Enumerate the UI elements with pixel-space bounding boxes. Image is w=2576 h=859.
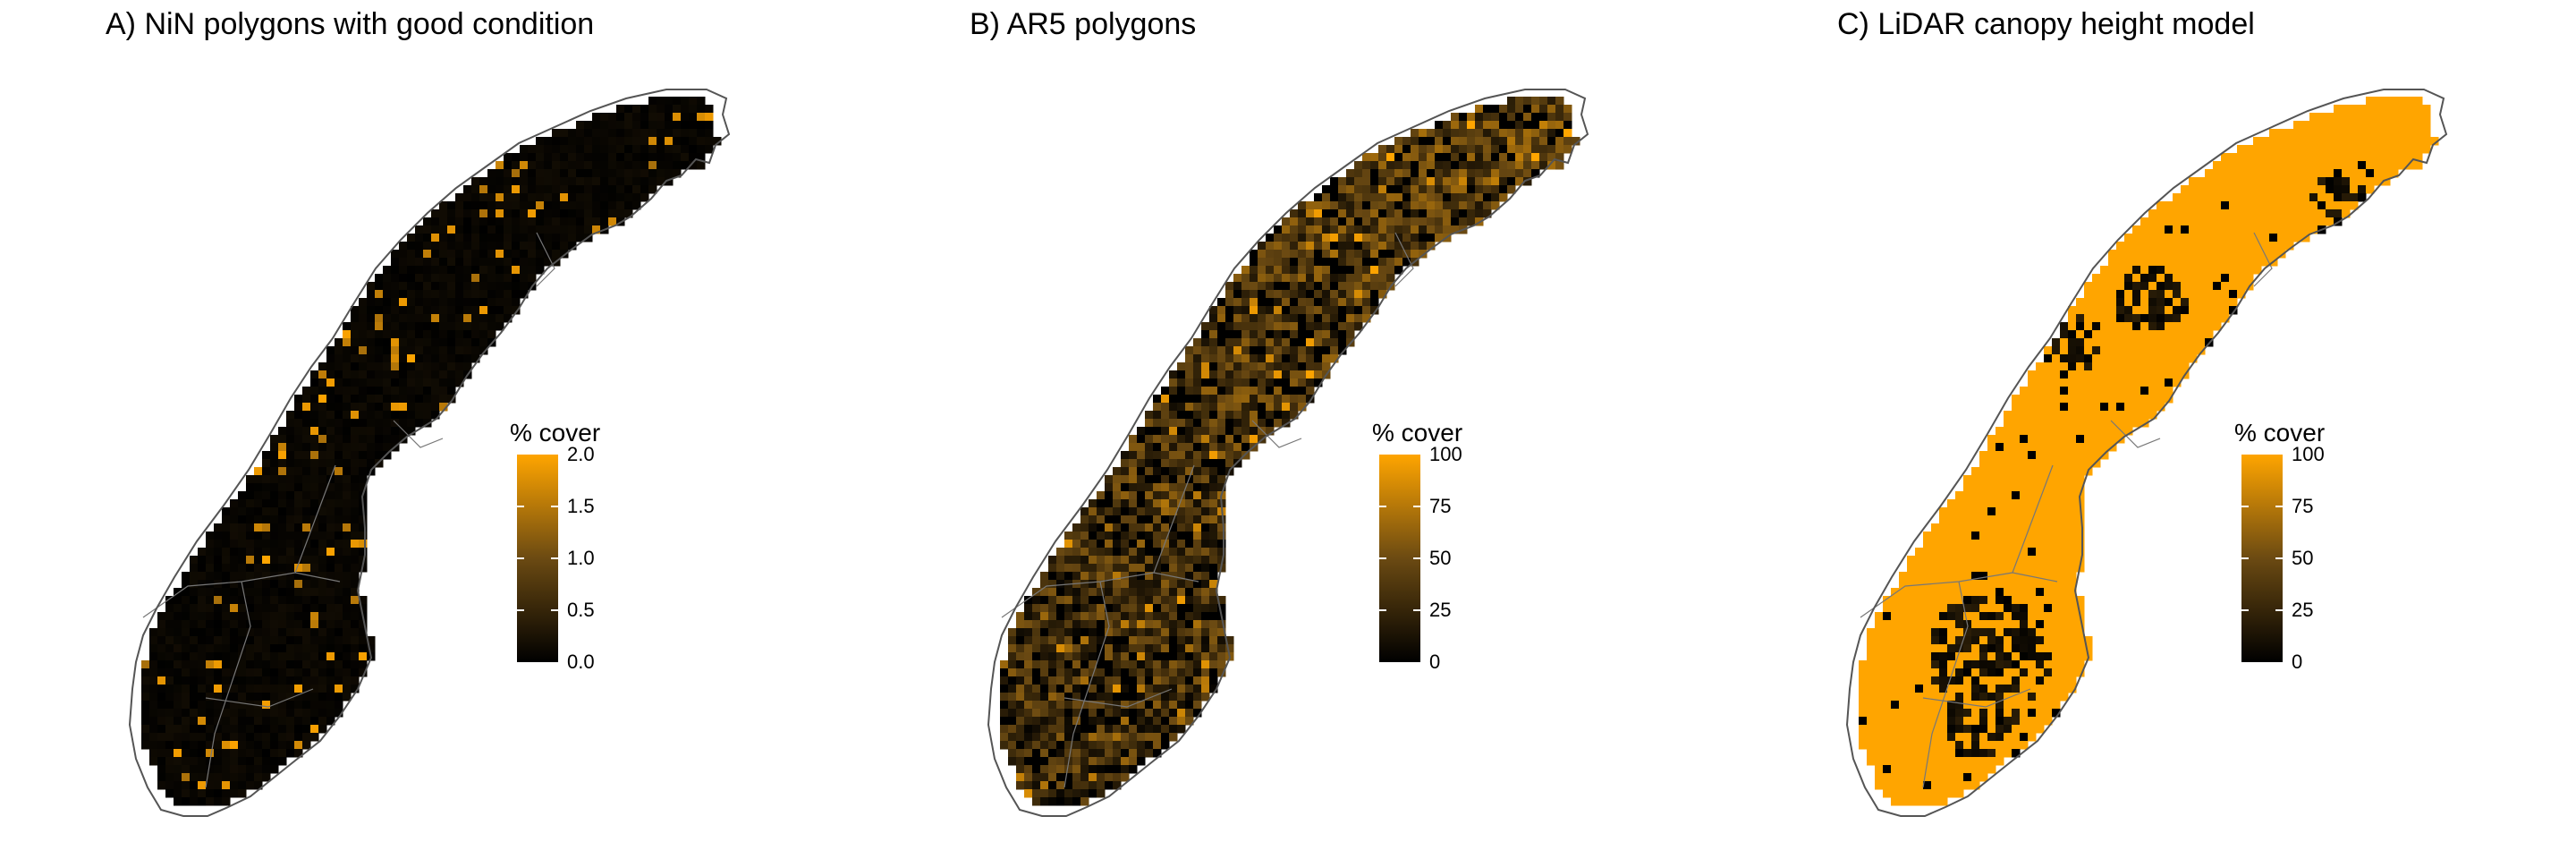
legend-tick-label: 50 [2292, 547, 2314, 569]
panel-b: B) AR5 polygons % cover 100 75 50 25 0 [859, 0, 1717, 859]
raster-cells [141, 97, 722, 806]
legend-tick-label: 1.5 [567, 495, 595, 517]
norway-map [987, 89, 1589, 817]
legend-title: % cover [510, 419, 601, 447]
legend-tick-label: 25 [2292, 599, 2314, 621]
legend-tick-label: 100 [1429, 443, 1462, 465]
legend-tick-label: 75 [2292, 495, 2314, 517]
raster-cells [1859, 97, 2439, 806]
panel-title: C) LiDAR canopy height model [1837, 7, 2255, 41]
legend-tick-label: 0.0 [567, 651, 595, 673]
legend-title: % cover [1372, 419, 1463, 447]
panel-title: A) NiN polygons with good condition [106, 7, 595, 41]
region-border [2253, 232, 2273, 287]
raster-cells [1000, 97, 1580, 806]
legend-tick-label: 0 [2292, 651, 2303, 673]
country-outline [1845, 89, 2448, 817]
region-border [1394, 232, 1414, 287]
legend-tick-label: 1.0 [567, 547, 595, 569]
legend-colorbar [1379, 455, 1420, 662]
panel-c: C) LiDAR canopy height model % cover 100… [1717, 0, 2576, 859]
region-border [205, 688, 314, 708]
region-border [2012, 464, 2054, 574]
country-outline [128, 89, 731, 817]
country-outline [987, 89, 1589, 817]
legend-tick-label: 100 [2292, 443, 2325, 465]
legend-tick-label: 0 [1429, 651, 1441, 673]
region-border [1063, 688, 1173, 708]
region-border [205, 581, 251, 788]
region-border [393, 420, 444, 448]
region-border [2110, 420, 2161, 448]
legend-tick-label: 50 [1429, 547, 1452, 569]
region-border [1922, 688, 2031, 708]
region-border [536, 232, 555, 287]
region-border [1153, 464, 1195, 574]
legend-tick-label: 25 [1429, 599, 1452, 621]
panel-a: A) NiN polygons with good condition % co… [0, 0, 859, 859]
norway-map [1845, 89, 2448, 817]
legend-colorbar [517, 455, 558, 662]
panel-title: B) AR5 polygons [970, 7, 1197, 41]
norway-map [128, 89, 731, 817]
legend-tick-label: 75 [1429, 495, 1452, 517]
region-border [294, 464, 336, 574]
legend-tick-label: 0.5 [567, 599, 595, 621]
legend-title: % cover [2234, 419, 2326, 447]
region-border [1063, 581, 1110, 788]
legend-colorbar [2241, 455, 2283, 662]
region-border [1922, 581, 1969, 788]
region-border [1251, 420, 1302, 448]
legend-tick-label: 2.0 [567, 443, 595, 465]
